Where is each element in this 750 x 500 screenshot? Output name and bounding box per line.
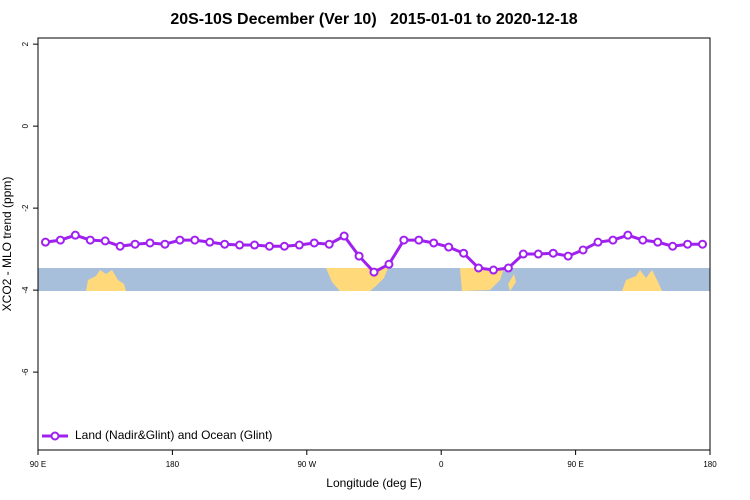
data-point xyxy=(339,231,349,241)
data-point xyxy=(55,235,65,245)
map-land xyxy=(86,270,126,291)
data-point xyxy=(130,239,140,249)
data-point xyxy=(369,267,379,277)
data-point xyxy=(220,239,230,249)
data-point xyxy=(593,237,603,247)
data-point xyxy=(40,237,50,247)
x-tick-label: 90 W xyxy=(297,460,316,469)
data-point xyxy=(548,248,558,258)
x-tick-label: 90 E xyxy=(30,460,46,469)
x-tick-label: 90 E xyxy=(567,460,583,469)
map-land xyxy=(460,268,516,291)
data-point xyxy=(698,239,708,249)
y-tick-label: -6 xyxy=(21,368,30,376)
data-point xyxy=(533,249,543,259)
data-point xyxy=(160,239,170,249)
legend-label: Land (Nadir&Glint) and Ocean (Glint) xyxy=(75,428,272,442)
data-point xyxy=(354,251,364,261)
data-point xyxy=(324,239,334,249)
data-point xyxy=(250,240,260,250)
data-point xyxy=(205,237,215,247)
data-point xyxy=(115,241,125,251)
data-point xyxy=(518,249,528,259)
data-point xyxy=(279,241,289,251)
data-point xyxy=(264,241,274,251)
data-point xyxy=(100,236,110,246)
data-point xyxy=(608,235,618,245)
data-point xyxy=(70,230,80,240)
y-tick-label: -4 xyxy=(21,286,30,294)
y-tick-label: -2 xyxy=(21,204,30,212)
data-point xyxy=(623,230,633,240)
data-point xyxy=(309,238,319,248)
plot-frame xyxy=(37,37,711,451)
data-point xyxy=(294,240,304,250)
chart-title: 20S-10S December (Ver 10) 2015-01-01 to … xyxy=(170,11,577,28)
data-point xyxy=(474,263,484,273)
data-point xyxy=(459,248,469,258)
data-point xyxy=(668,241,678,251)
x-tick-label: 180 xyxy=(703,460,717,469)
data-point xyxy=(145,238,155,248)
data-point xyxy=(488,265,498,275)
data-point xyxy=(638,235,648,245)
data-point xyxy=(175,235,185,245)
data-point xyxy=(85,235,95,245)
data-point xyxy=(399,235,409,245)
y-tick-label: 2 xyxy=(21,41,30,46)
data-point xyxy=(190,235,200,245)
data-point xyxy=(384,259,394,269)
data-point xyxy=(503,263,513,273)
data-point xyxy=(563,251,573,261)
data-point xyxy=(429,238,439,248)
data-point xyxy=(414,235,424,245)
data-point xyxy=(444,242,454,252)
x-tick-label: 0 xyxy=(439,460,444,469)
y-tick-label: 0 xyxy=(21,123,30,128)
series-line xyxy=(45,233,703,274)
data-point xyxy=(683,239,693,249)
data-point xyxy=(653,237,663,247)
data-point xyxy=(235,240,245,250)
data-point xyxy=(578,245,588,255)
x-axis-title: Longitude (deg E) xyxy=(326,476,421,490)
x-tick-label: 180 xyxy=(166,460,180,469)
legend-marker xyxy=(50,431,60,441)
y-axis-title: XCO2 - MLO trend (ppm) xyxy=(0,177,14,312)
map-land xyxy=(622,270,662,291)
